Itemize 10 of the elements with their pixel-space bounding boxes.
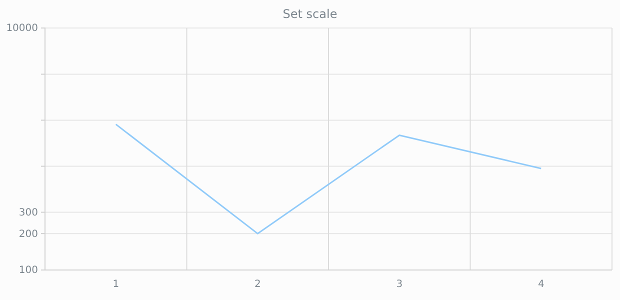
y-tick-label: 200: [18, 228, 38, 240]
chart-title: Set scale: [282, 7, 338, 21]
x-tick-label: 2: [254, 279, 261, 290]
y-tick-label: 100: [18, 265, 38, 276]
x-tick-label: 4: [538, 279, 544, 290]
y-tick-label: 10000: [6, 23, 38, 34]
x-tick-label: 3: [396, 279, 403, 290]
line-series: [115, 124, 542, 234]
y-tick-label: 300: [18, 207, 38, 218]
x-tick-label: 1: [112, 279, 120, 290]
